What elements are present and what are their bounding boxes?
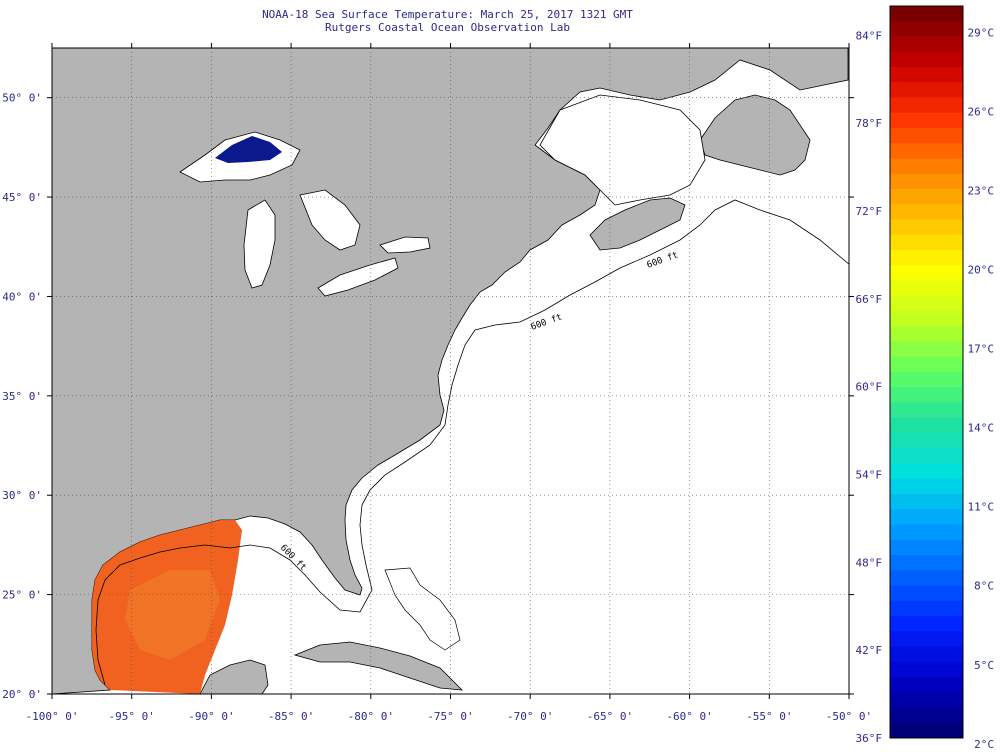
longitude-axis: -100° 0' -95° 0' -90° 0' -85° 0' -80° 0' -75°… [26, 43, 872, 723]
isobath-600ft [95, 199, 849, 686]
lon-tick-label: -60° 0' [666, 710, 712, 723]
lat-tick-label: 30° 0' [2, 489, 42, 502]
lon-tick-label: -95° 0' [109, 710, 155, 723]
lake-michigan [243, 199, 276, 289]
latitude-axis: 20° 0' 25° 0' 30° 0' 35° 0' 40° 0' 45° 0' 50° … [2, 92, 854, 701]
gulf-sst-warm-core [125, 570, 220, 660]
land-nova-scotia [589, 197, 686, 251]
lat-tick-label: 50° 0' [2, 92, 42, 105]
lon-tick-label: -75° 0' [427, 710, 473, 723]
gulf-st-lawrence [539, 94, 706, 206]
title-line-2: Rutgers Coastal Ocean Observation Lab [324, 21, 571, 34]
lon-tick-label: -55° 0' [746, 710, 792, 723]
lon-tick-label: -50° 0' [826, 710, 872, 723]
lon-tick-label: -80° 0' [348, 710, 394, 723]
gridlines [52, 48, 849, 694]
lake-ontario [379, 236, 431, 254]
lat-tick-label: 45° 0' [2, 191, 42, 204]
title-line-1: NOAA-18 Sea Surface Temperature: March 2… [262, 8, 633, 21]
lake-erie [317, 257, 399, 297]
lake-huron [299, 189, 361, 251]
lake-superior-sst [215, 136, 282, 163]
lon-tick-label: -85° 0' [268, 710, 314, 723]
lat-tick-label: 25° 0' [2, 589, 42, 602]
bahamas-banks [384, 567, 461, 651]
land-cuba [293, 641, 464, 691]
map-title: NOAA-18 Sea Surface Temperature: March 2… [0, 8, 895, 34]
lon-tick-label: -70° 0' [507, 710, 553, 723]
lon-tick-label: -90° 0' [188, 710, 234, 723]
lat-tick-label: 40° 0' [2, 290, 42, 303]
lat-tick-label: 20° 0' [2, 688, 42, 701]
land-yucatan [199, 659, 269, 694]
lon-tick-label: -65° 0' [587, 710, 633, 723]
lon-tick-label: -100° 0' [26, 710, 79, 723]
lat-tick-label: 35° 0' [2, 390, 42, 403]
